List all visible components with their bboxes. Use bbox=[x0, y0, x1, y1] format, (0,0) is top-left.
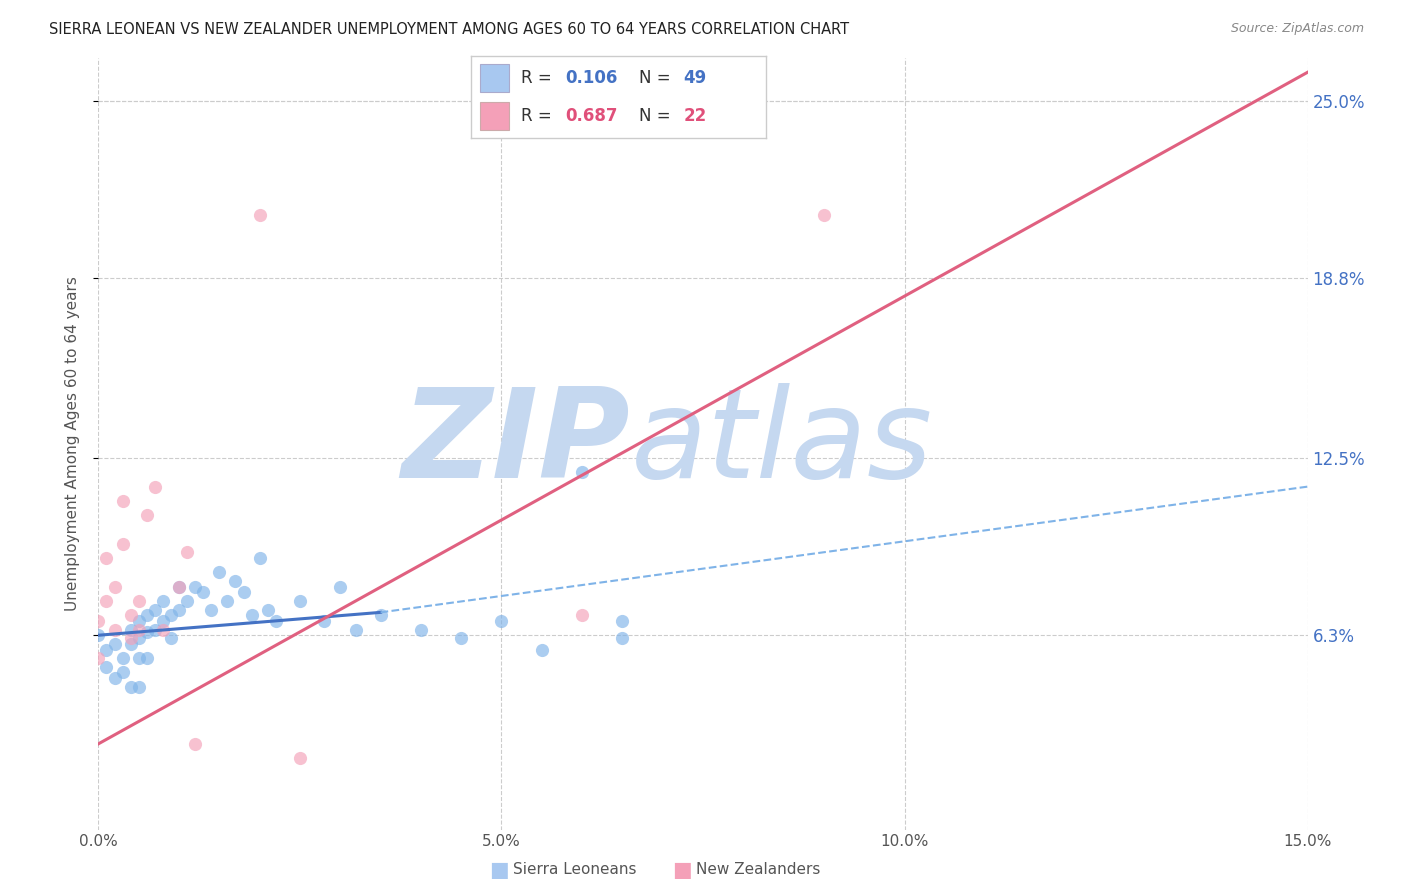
Point bbox=[135, 651, 157, 665]
Point bbox=[314, 614, 336, 628]
Point bbox=[167, 580, 190, 594]
Point bbox=[344, 623, 367, 637]
Point bbox=[249, 551, 271, 566]
Point bbox=[612, 631, 634, 645]
Point bbox=[612, 614, 634, 628]
Point bbox=[288, 594, 311, 608]
Point bbox=[128, 614, 150, 628]
Point bbox=[176, 594, 198, 608]
Point bbox=[491, 614, 513, 628]
Point bbox=[152, 594, 174, 608]
Point bbox=[87, 628, 110, 642]
Point bbox=[128, 680, 150, 694]
Point bbox=[111, 665, 134, 680]
Point bbox=[111, 537, 134, 551]
Point bbox=[249, 208, 271, 222]
Point bbox=[224, 574, 246, 588]
Point bbox=[128, 651, 150, 665]
Point bbox=[120, 680, 142, 694]
Point bbox=[103, 580, 125, 594]
Text: N =: N = bbox=[640, 107, 676, 125]
Point bbox=[143, 602, 166, 616]
Point bbox=[240, 608, 263, 623]
Point bbox=[256, 602, 278, 616]
Point bbox=[329, 580, 352, 594]
Point bbox=[167, 602, 190, 616]
Text: ■: ■ bbox=[489, 860, 509, 880]
Point bbox=[96, 551, 118, 566]
Point bbox=[813, 208, 835, 222]
Point bbox=[135, 508, 157, 523]
Point bbox=[217, 594, 239, 608]
Point bbox=[120, 608, 142, 623]
Text: 22: 22 bbox=[683, 107, 707, 125]
Text: ■: ■ bbox=[672, 860, 692, 880]
Point bbox=[111, 651, 134, 665]
Text: R =: R = bbox=[522, 70, 557, 87]
Point bbox=[184, 580, 207, 594]
Point bbox=[571, 466, 593, 480]
Point bbox=[571, 608, 593, 623]
Text: Sierra Leoneans: Sierra Leoneans bbox=[513, 863, 637, 877]
Text: 49: 49 bbox=[683, 70, 707, 87]
Point bbox=[152, 614, 174, 628]
Point bbox=[160, 631, 183, 645]
Text: atlas: atlas bbox=[630, 384, 932, 504]
Text: Source: ZipAtlas.com: Source: ZipAtlas.com bbox=[1230, 22, 1364, 36]
FancyBboxPatch shape bbox=[479, 103, 509, 130]
Point bbox=[143, 480, 166, 494]
Point bbox=[167, 580, 190, 594]
Text: 0.687: 0.687 bbox=[565, 107, 619, 125]
Point bbox=[264, 614, 287, 628]
Point bbox=[103, 623, 125, 637]
Point bbox=[160, 608, 183, 623]
Point bbox=[120, 631, 142, 645]
Point bbox=[409, 623, 432, 637]
Point bbox=[111, 494, 134, 508]
Point bbox=[370, 608, 392, 623]
Text: R =: R = bbox=[522, 107, 557, 125]
Point bbox=[96, 642, 118, 657]
Y-axis label: Unemployment Among Ages 60 to 64 years: Unemployment Among Ages 60 to 64 years bbox=[65, 277, 80, 611]
Point bbox=[450, 631, 472, 645]
Text: N =: N = bbox=[640, 70, 676, 87]
Point bbox=[87, 614, 110, 628]
Text: ZIP: ZIP bbox=[402, 384, 630, 504]
Point bbox=[135, 608, 157, 623]
Point bbox=[232, 585, 254, 599]
Point bbox=[530, 642, 553, 657]
Point bbox=[152, 623, 174, 637]
Point bbox=[208, 566, 231, 580]
FancyBboxPatch shape bbox=[479, 64, 509, 92]
Point bbox=[143, 623, 166, 637]
Point bbox=[128, 631, 150, 645]
Text: SIERRA LEONEAN VS NEW ZEALANDER UNEMPLOYMENT AMONG AGES 60 TO 64 YEARS CORRELATI: SIERRA LEONEAN VS NEW ZEALANDER UNEMPLOY… bbox=[49, 22, 849, 37]
Point bbox=[135, 625, 157, 640]
Point bbox=[128, 594, 150, 608]
Text: 0.106: 0.106 bbox=[565, 70, 617, 87]
Point bbox=[200, 602, 222, 616]
Point bbox=[96, 659, 118, 673]
Point bbox=[120, 623, 142, 637]
Text: New Zealanders: New Zealanders bbox=[696, 863, 820, 877]
Point bbox=[184, 737, 207, 751]
Point bbox=[193, 585, 215, 599]
Point bbox=[96, 594, 118, 608]
Point bbox=[103, 671, 125, 685]
Point bbox=[103, 637, 125, 651]
Point bbox=[120, 637, 142, 651]
Point bbox=[288, 751, 311, 765]
Point bbox=[87, 651, 110, 665]
Point bbox=[176, 545, 198, 559]
Point bbox=[128, 623, 150, 637]
